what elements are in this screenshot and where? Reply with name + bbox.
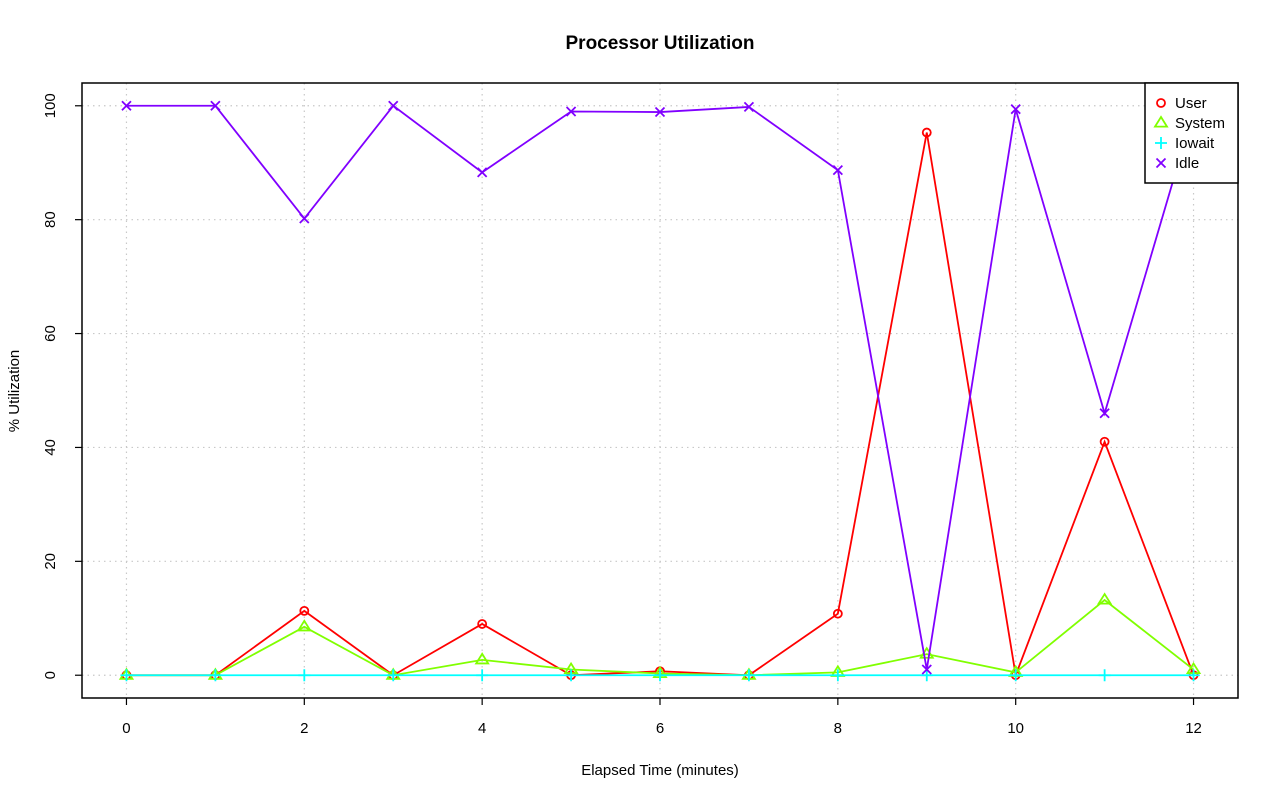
data-point-user [477, 619, 488, 629]
y-tick-label: 40 [42, 439, 59, 456]
data-point-idle [121, 100, 132, 111]
x-tick-label: 2 [300, 720, 308, 737]
x-tick-label: 8 [834, 720, 842, 737]
data-point-iowait [742, 669, 755, 682]
data-point-iowait [565, 669, 578, 682]
legend-marker-system [1153, 115, 1169, 128]
data-point-idle [210, 100, 221, 111]
data-point-idle [832, 164, 843, 176]
legend: User System Iowait Idle [1144, 82, 1239, 184]
y-tick-label: 60 [42, 325, 59, 342]
series-layer [118, 100, 1202, 682]
data-point-idle [921, 664, 932, 675]
data-point-iowait [1009, 669, 1022, 682]
data-point-user [921, 127, 932, 138]
data-point-iowait [1098, 669, 1111, 682]
data-point-iowait [476, 669, 489, 682]
data-point-idle [1010, 104, 1021, 115]
data-point-user [1099, 436, 1110, 447]
data-point-system [474, 652, 490, 665]
data-point-idle [1099, 408, 1110, 419]
x-tick-label: 0 [122, 720, 130, 737]
x-axis-label: Elapsed Time (minutes) [581, 762, 739, 779]
legend-marker-user [1156, 98, 1166, 108]
plot-frame [81, 82, 1239, 699]
x-tick-label: 12 [1185, 720, 1202, 737]
data-point-iowait [298, 669, 311, 682]
legend-label-system: System [1175, 115, 1225, 132]
chart-title: Processor Utilization [566, 33, 755, 54]
data-point-idle [565, 106, 577, 117]
data-point-idle [299, 213, 310, 224]
data-point-iowait [831, 669, 844, 682]
data-point-user [299, 605, 310, 616]
y-tick-label: 20 [42, 553, 59, 570]
legend-label-iowait: Iowait [1175, 135, 1215, 152]
legend-label-user: User [1175, 95, 1207, 112]
data-point-idle [654, 106, 666, 118]
data-point-system [1096, 592, 1113, 605]
x-tick-label: 6 [656, 720, 664, 737]
data-point-idle [743, 101, 755, 113]
legend-marker-idle [1155, 157, 1167, 169]
legend-marker-iowait [1155, 137, 1167, 149]
data-point-idle [477, 167, 488, 178]
y-tick-label: 100 [42, 93, 59, 118]
y-axis-label: % Utilization [6, 350, 23, 433]
legend-label-idle: Idle [1175, 155, 1199, 172]
y-tick-label: 0 [42, 671, 59, 679]
data-point-iowait [120, 669, 133, 682]
data-point-iowait [920, 669, 933, 682]
x-tick-label: 10 [1007, 720, 1024, 737]
data-point-user [832, 608, 843, 619]
data-point-iowait [209, 669, 222, 682]
data-point-iowait [387, 669, 400, 682]
y-tick-label: 80 [42, 211, 59, 228]
x-tick-label: 4 [478, 720, 486, 737]
data-point-iowait [1187, 669, 1200, 682]
data-point-idle [388, 100, 399, 111]
series-iowait [120, 669, 1200, 682]
data-point-iowait [654, 669, 666, 682]
data-point-system [296, 619, 312, 632]
axis-ticks: 0 2 4 6 8 10 12 0 20 40 60 80 100 [42, 93, 1202, 737]
